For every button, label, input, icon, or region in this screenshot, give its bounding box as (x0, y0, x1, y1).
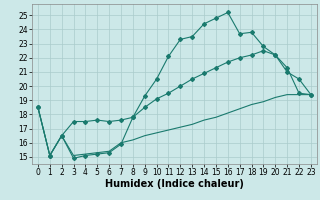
X-axis label: Humidex (Indice chaleur): Humidex (Indice chaleur) (105, 179, 244, 189)
